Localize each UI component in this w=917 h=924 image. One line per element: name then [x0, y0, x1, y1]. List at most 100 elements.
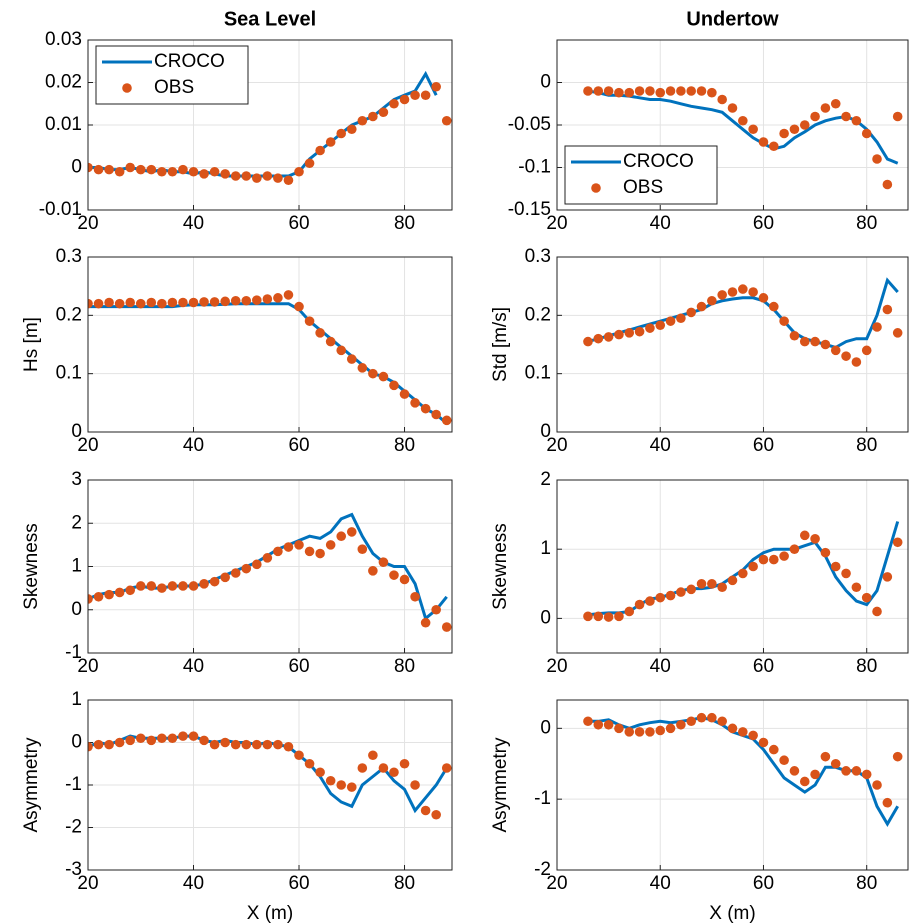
axes-box [87, 256, 453, 433]
obs-marker [104, 297, 114, 308]
obs-marker [738, 284, 748, 294]
plot-area [583, 86, 903, 190]
obs-marker [892, 751, 903, 762]
obs-marker [676, 719, 686, 730]
obs-marker [820, 547, 831, 558]
obs-marker [273, 739, 283, 750]
obs-marker [810, 111, 820, 122]
obs-marker [199, 297, 209, 307]
obs-marker [892, 537, 903, 548]
y-tick-label: 0 [540, 72, 551, 93]
y-tick-label: 3 [71, 469, 82, 490]
obs-marker [315, 328, 325, 338]
plot-area [583, 277, 903, 367]
y-axis-label: Asymmetry [490, 737, 511, 833]
x-tick-label: 20 [77, 656, 98, 677]
obs-marker [315, 145, 325, 156]
obs-marker [104, 164, 114, 175]
obs-marker [188, 581, 199, 591]
obs-marker [389, 570, 399, 580]
obs-marker [624, 606, 635, 617]
obs-marker [634, 727, 645, 737]
obs-marker [820, 339, 831, 350]
x-tick-label: 20 [546, 656, 567, 677]
obs-marker [872, 780, 882, 790]
obs-marker [135, 298, 146, 309]
subplot-title: Sea Level [224, 8, 316, 30]
obs-marker [830, 345, 841, 356]
obs-marker [892, 328, 903, 338]
obs-marker [593, 719, 604, 730]
axes-box [87, 699, 453, 871]
obs-marker [114, 166, 125, 177]
obs-marker [368, 111, 378, 122]
obs-marker [892, 111, 903, 122]
y-tick-label: -2 [534, 859, 551, 880]
obs-marker [178, 164, 188, 175]
obs-marker [93, 298, 104, 309]
obs-marker [188, 166, 199, 177]
x-tick-label: 60 [753, 656, 774, 677]
obs-marker [294, 166, 304, 177]
obs-marker [665, 590, 676, 601]
obs-marker [368, 368, 378, 379]
obs-marker [624, 87, 635, 98]
obs-marker [441, 115, 452, 126]
axes-box [87, 39, 453, 211]
obs-marker [861, 128, 872, 139]
x-tick-label: 60 [753, 213, 774, 234]
obs-marker [368, 750, 378, 761]
y-tick-label: -0.05 [508, 114, 551, 135]
obs-marker [707, 295, 717, 306]
obs-marker [378, 371, 389, 382]
axes-box [556, 256, 909, 433]
y-tick-label: 2 [71, 512, 82, 533]
obs-marker [135, 581, 146, 591]
obs-marker [178, 731, 188, 741]
y-tick-label: 0.3 [525, 246, 551, 267]
obs-marker [768, 141, 779, 152]
obs-marker [157, 733, 167, 744]
obs-marker [707, 579, 717, 589]
obs-marker [727, 287, 738, 297]
x-tick-label: 80 [856, 435, 877, 456]
y-tick-label: 1 [71, 689, 82, 710]
obs-marker [851, 115, 862, 126]
legend: CROCO OBS [564, 145, 718, 205]
obs-marker [325, 775, 336, 786]
obs-marker [167, 733, 178, 744]
obs-marker [199, 735, 209, 746]
obs-marker [420, 805, 431, 816]
obs-marker [645, 323, 655, 333]
obs-marker [93, 164, 104, 175]
obs-marker [861, 592, 872, 603]
obs-marker [199, 579, 209, 589]
obs-marker [593, 86, 604, 96]
x-tick-label: 20 [77, 213, 98, 234]
obs-marker [799, 336, 810, 347]
obs-marker [93, 739, 104, 750]
obs-marker [346, 124, 357, 135]
obs-marker [431, 604, 441, 615]
obs-marker [758, 737, 769, 748]
obs-marker [738, 568, 748, 579]
obs-marker [378, 107, 389, 118]
obs-marker [220, 572, 230, 583]
obs-marker [241, 563, 252, 574]
obs-marker [882, 304, 893, 315]
y-tick-label: 0.03 [45, 29, 82, 50]
obs-marker [283, 290, 294, 300]
obs-marker [727, 103, 738, 113]
obs-marker [676, 313, 686, 324]
y-tick-label: 0.01 [45, 114, 82, 135]
obs-marker [220, 169, 230, 179]
y-tick-label: -3 [65, 859, 82, 880]
obs-marker [686, 86, 697, 96]
obs-marker [593, 611, 604, 622]
obs-marker [252, 559, 262, 570]
x-tick-label: 20 [77, 435, 98, 456]
y-tick-label: 0 [540, 421, 551, 442]
obs-marker [230, 739, 241, 750]
x-tick-label: 60 [288, 213, 309, 234]
